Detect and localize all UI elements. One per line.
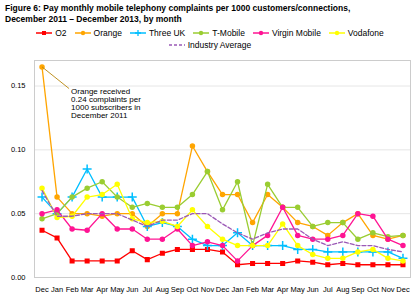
svg-text:Apr: Apr <box>96 285 108 294</box>
html-text:December 2011 – December 2013,: December 2011 – December 2013, by month <box>5 13 182 24</box>
html-text:Vodafone: Vodafone <box>347 28 384 39</box>
svg-text:Dec: Dec <box>396 285 410 294</box>
svg-text:Orange received0.24 complaints: Orange received0.24 complaints per1000 s… <box>71 88 141 121</box>
svg-text:Sep: Sep <box>171 285 184 294</box>
svg-text:May: May <box>291 285 305 294</box>
svg-text:Aug: Aug <box>336 285 349 294</box>
svg-text:Nov: Nov <box>201 285 215 294</box>
svg-text:Jan: Jan <box>51 285 63 294</box>
svg-text:Jan: Jan <box>231 285 243 294</box>
svg-text:0.15: 0.15 <box>11 82 26 91</box>
svg-text:Aug: Aug <box>156 285 169 294</box>
svg-text:Nov: Nov <box>381 285 395 294</box>
html-text:Three UK: Three UK <box>148 28 186 39</box>
html-text:Industry Average: Industry Average <box>187 40 252 51</box>
svg-text:Dec: Dec <box>216 285 230 294</box>
svg-text:May: May <box>110 285 124 294</box>
svg-text:0.05: 0.05 <box>11 209 26 218</box>
svg-text:Dec: Dec <box>35 285 49 294</box>
html-text:Orange: Orange <box>93 28 122 39</box>
svg-text:Oct: Oct <box>367 285 380 294</box>
svg-text:Oct: Oct <box>187 285 200 294</box>
svg-text:Sep: Sep <box>351 285 364 294</box>
svg-text:0.10: 0.10 <box>11 146 26 155</box>
svg-text:Apr: Apr <box>277 285 289 294</box>
html-text:O2: O2 <box>55 28 67 39</box>
svg-text:Jun: Jun <box>126 285 138 294</box>
svg-text:Feb: Feb <box>66 285 79 294</box>
svg-text:Feb: Feb <box>246 285 259 294</box>
html-text:Virgin Mobile: Virgin Mobile <box>271 28 321 39</box>
svg-text:Jul: Jul <box>323 285 333 294</box>
html-text:Figure 6: Pay monthly mobile t: Figure 6: Pay monthly mobile telephony c… <box>5 3 351 13</box>
svg-text:Mar: Mar <box>261 285 274 294</box>
svg-text:Jun: Jun <box>307 285 319 294</box>
html-text:T-Mobile: T-Mobile <box>212 28 245 39</box>
svg-text:Jul: Jul <box>143 285 153 294</box>
svg-text:0.00: 0.00 <box>11 273 26 282</box>
svg-text:Mar: Mar <box>81 285 94 294</box>
